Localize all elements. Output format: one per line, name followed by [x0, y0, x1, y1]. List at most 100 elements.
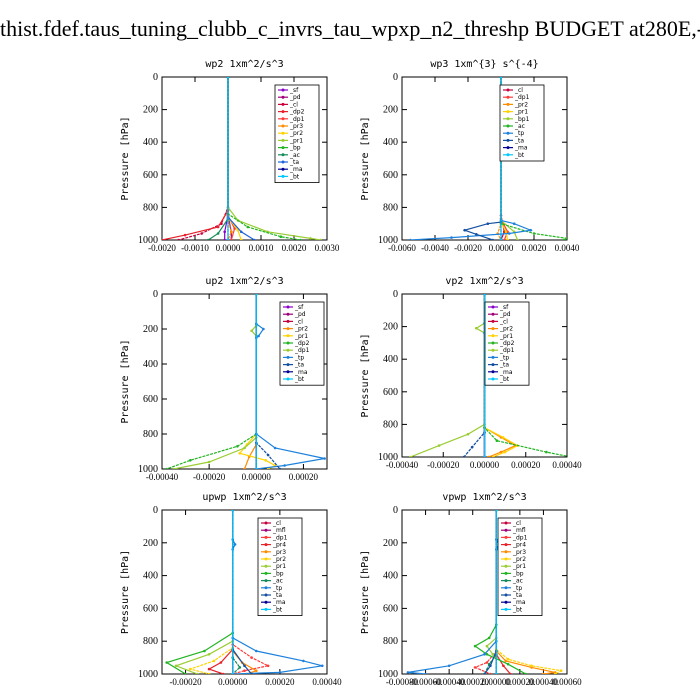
legend-label: _pr3	[512, 549, 526, 556]
data-point	[570, 456, 573, 459]
y-tick-label: 1000	[138, 464, 158, 475]
legend-marker	[506, 95, 510, 99]
data-point	[239, 230, 243, 234]
x-tick-label: -0.0020	[454, 243, 482, 253]
data-point	[302, 659, 305, 663]
y-tick-label: 200	[383, 538, 398, 549]
y-tick-label: 200	[143, 538, 158, 549]
plot-area	[165, 294, 326, 469]
y-tick-label: 800	[383, 636, 398, 647]
data-point	[238, 666, 242, 669]
legend-marker	[506, 124, 510, 128]
data-point	[485, 653, 489, 656]
legend-label: _bp	[512, 570, 524, 577]
legend-marker	[264, 564, 268, 568]
data-point	[212, 659, 216, 663]
legend-label: _pr1	[512, 563, 526, 570]
legend-marker	[504, 571, 508, 575]
x-tick-label: 0.0020	[522, 243, 547, 253]
data-point	[216, 232, 220, 235]
chart-vpwp: vpwp 1xm^2/s^3 Pressure [hPa] 0 200 400 600 80…	[360, 492, 582, 687]
y-tick-label: 0	[153, 505, 158, 516]
legend-marker	[281, 117, 285, 121]
plot-area	[162, 77, 322, 240]
data-point	[487, 455, 490, 457]
data-point	[485, 661, 489, 664]
legend-marker	[504, 535, 508, 539]
data-point	[509, 672, 512, 674]
chart-vp2: vp2 1xm^2/s^3 Pressure [hPa] 0 200 400 600 800…	[360, 276, 582, 470]
legend-marker	[264, 550, 268, 554]
legend-label: _pr1	[514, 109, 528, 116]
legend-label: _cl	[512, 520, 521, 527]
legend-marker	[264, 607, 268, 611]
data-point	[257, 334, 260, 338]
x-tick-label: 0.0020	[282, 243, 307, 253]
data-point	[177, 238, 180, 240]
data-point	[207, 667, 211, 671]
legend-marker	[491, 363, 495, 367]
data-point	[255, 467, 258, 469]
plot-area	[406, 510, 563, 674]
legend-marker	[264, 593, 268, 597]
data-point	[253, 238, 256, 240]
legend-label: _ta	[499, 362, 509, 369]
legend-marker	[504, 564, 508, 568]
legend-marker	[491, 327, 495, 331]
x-tick-label: -0.00020	[427, 460, 460, 470]
y-tick-label: 600	[143, 394, 158, 405]
legend-marker	[281, 146, 285, 150]
data-point	[207, 653, 211, 656]
data-point	[483, 294, 486, 296]
data-point	[206, 238, 210, 240]
legend-label: _ta	[514, 137, 524, 144]
y-tick-label: 400	[143, 137, 158, 148]
x-tick-label: -0.00040	[146, 472, 179, 482]
legend-marker	[264, 586, 268, 590]
legend-label: _pr2	[272, 556, 286, 563]
data-point	[506, 238, 509, 240]
legend-marker	[506, 131, 510, 135]
data-point	[499, 77, 503, 79]
legend-label: _tp	[294, 354, 304, 361]
legend-marker	[506, 117, 510, 121]
data-point	[504, 230, 508, 234]
legend-label: _sf	[499, 304, 509, 311]
data-point	[486, 222, 490, 225]
legend-label: _bp1	[514, 116, 530, 123]
x-tick-label: -0.0010	[181, 243, 209, 253]
x-tick-label: 0.00000	[218, 677, 248, 687]
data-point	[278, 671, 282, 674]
data-point	[223, 230, 226, 234]
data-point	[409, 238, 412, 240]
chart-wp3: wp3 1xm^{3} s^{-4} Pressure [hPa] 0 200 400 6…	[360, 59, 580, 253]
legend-marker	[504, 550, 508, 554]
legend-label: _pr2	[512, 556, 526, 563]
plot-area	[165, 510, 324, 674]
legend-label: _ma	[499, 369, 513, 376]
x-tick-label: -0.0060	[388, 243, 416, 253]
legend-label: _cl	[294, 318, 303, 325]
legend-marker	[281, 131, 285, 135]
legend-label: _pr1	[499, 333, 513, 340]
y-tick-label: 400	[383, 571, 398, 582]
legend-label: _bt	[294, 376, 305, 383]
data-point	[462, 455, 466, 457]
data-point	[508, 232, 511, 235]
data-point	[450, 236, 453, 239]
chart-title: wp3 1xm^{3} s^{-4}	[430, 59, 538, 70]
data-point	[491, 653, 495, 656]
x-tick-label: 0.0000	[216, 243, 241, 253]
y-tick-label: 200	[143, 105, 158, 116]
x-tick-label: 0.00020	[511, 460, 541, 470]
data-point	[231, 510, 234, 512]
data-point	[489, 664, 492, 668]
legend-marker	[286, 341, 290, 345]
data-point	[189, 459, 192, 462]
y-tick-label: 1000	[378, 669, 398, 680]
data-point	[475, 233, 478, 236]
data-point	[466, 432, 470, 436]
legend-marker	[491, 312, 495, 316]
y-tick-label: 800	[143, 636, 158, 647]
y-tick-label: 1000	[138, 235, 158, 246]
